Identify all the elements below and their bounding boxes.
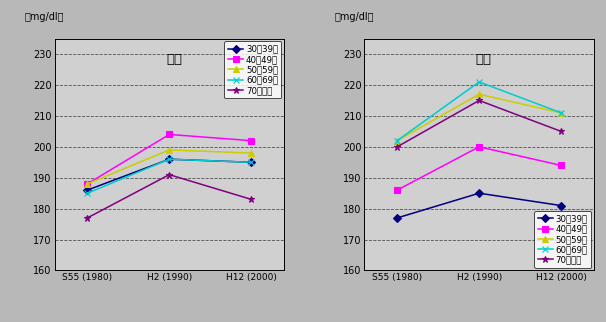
Text: （mg/dl）: （mg/dl） [335,13,374,23]
Text: （mg/dl）: （mg/dl） [25,13,64,23]
Legend: 30～39歳, 40～49歳, 50～59歳, 60～69歳, 70歳以上: 30～39歳, 40～49歳, 50～59歳, 60～69歳, 70歳以上 [534,211,591,268]
Legend: 30～39歳, 40～49歳, 50～59歳, 60～69歳, 70歳以上: 30～39歳, 40～49歳, 50～59歳, 60～69歳, 70歳以上 [224,41,281,98]
Text: 女性: 女性 [476,52,491,66]
Text: 男性: 男性 [166,52,182,66]
